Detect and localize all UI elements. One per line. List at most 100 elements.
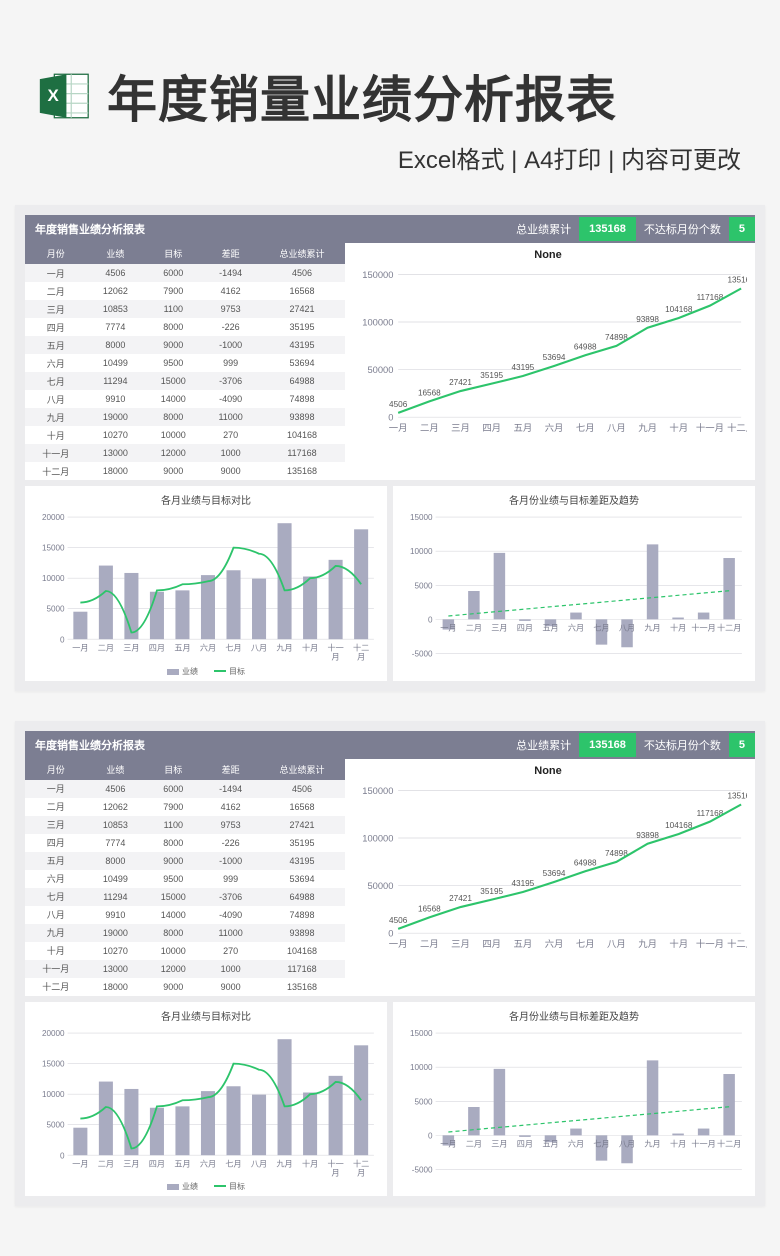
svg-text:八月: 八月 (619, 1139, 635, 1148)
report-title: 年度销售业绩分析报表 (25, 215, 155, 243)
svg-text:150000: 150000 (362, 270, 393, 280)
report-header: 年度销售业绩分析报表 总业绩累计 135168 不达标月份个数 5 (25, 731, 755, 759)
svg-text:六月: 六月 (200, 642, 216, 652)
svg-text:九月: 九月 (638, 938, 657, 949)
svg-text:15000: 15000 (410, 513, 433, 522)
svg-text:35195: 35195 (480, 371, 503, 380)
svg-text:35195: 35195 (480, 886, 503, 895)
svg-text:十月: 十月 (302, 1158, 318, 1168)
table-row: 一月45066000-14944506 (25, 780, 345, 798)
table-row: 三月108531100975327421 (25, 300, 345, 318)
svg-text:八月: 八月 (619, 624, 635, 633)
svg-text:十二: 十二 (353, 642, 369, 652)
table-row: 十月1027010000270104168 (25, 942, 345, 960)
svg-text:二月: 二月 (466, 1139, 482, 1148)
table-row: 六月10499950099953694 (25, 354, 345, 372)
svg-text:六月: 六月 (568, 623, 584, 633)
report-sheet: 年度销售业绩分析报表 总业绩累计 135168 不达标月份个数 5 月份业绩目标… (15, 721, 765, 1207)
hero-banner: X 年度销量业绩分析报表 Excel格式 | A4打印 | 内容可更改 (15, 20, 765, 175)
data-table: 月份业绩目标差距总业绩累计一月45066000-14944506二月120627… (25, 243, 345, 480)
svg-text:0: 0 (428, 1131, 433, 1140)
svg-text:10000: 10000 (410, 547, 433, 556)
svg-text:43195: 43195 (511, 879, 534, 888)
table-header: 差距 (202, 243, 259, 264)
svg-text:十二月: 十二月 (717, 1138, 741, 1148)
table-row: 十月1027010000270104168 (25, 426, 345, 444)
svg-text:5000: 5000 (46, 1120, 65, 1129)
svg-text:0: 0 (388, 413, 393, 423)
svg-text:16568: 16568 (418, 904, 441, 913)
svg-text:九月: 九月 (644, 1139, 660, 1148)
table-row: 四月77748000-22635195 (25, 834, 345, 852)
table-row: 四月77748000-22635195 (25, 318, 345, 336)
svg-text:20000: 20000 (42, 513, 65, 522)
svg-text:十一月: 十一月 (696, 938, 724, 949)
svg-text:16568: 16568 (418, 389, 441, 398)
svg-text:四月: 四月 (149, 643, 165, 652)
svg-text:一月: 一月 (72, 1159, 88, 1168)
svg-text:5000: 5000 (46, 605, 65, 614)
excel-icon: X (35, 67, 93, 125)
table-header: 业绩 (86, 759, 144, 780)
total-label: 总业绩累计 (508, 731, 579, 759)
svg-text:一月: 一月 (389, 939, 408, 949)
svg-text:10000: 10000 (42, 574, 65, 583)
svg-text:七月: 七月 (576, 939, 595, 949)
svg-text:四月: 四月 (482, 423, 501, 433)
svg-text:三月: 三月 (123, 1159, 139, 1168)
svg-text:0: 0 (388, 928, 393, 938)
svg-text:十月: 十月 (670, 1138, 686, 1148)
table-row: 五月80009000-100043195 (25, 336, 345, 354)
svg-text:20000: 20000 (42, 1029, 65, 1038)
total-value: 135168 (579, 217, 636, 241)
svg-text:七月: 七月 (225, 643, 241, 652)
svg-text:三月: 三月 (123, 643, 139, 652)
svg-text:十月: 十月 (302, 642, 318, 652)
svg-text:104168: 104168 (665, 305, 693, 314)
svg-text:七月: 七月 (225, 1159, 241, 1168)
svg-text:43195: 43195 (511, 363, 534, 372)
table-header: 总业绩累计 (259, 759, 345, 780)
svg-text:一月: 一月 (389, 423, 408, 433)
svg-text:四月: 四月 (517, 1139, 533, 1148)
svg-text:二月: 二月 (98, 1159, 114, 1168)
gap-chart: 各月份业绩与目标差距及趋势 -5000050001000015000一月二月三月… (393, 1002, 755, 1197)
svg-text:5000: 5000 (414, 581, 433, 590)
svg-text:八月: 八月 (607, 423, 626, 433)
svg-text:一月: 一月 (440, 1139, 456, 1148)
total-label: 总业绩累计 (508, 215, 579, 243)
svg-text:五月: 五月 (174, 643, 190, 652)
svg-text:八月: 八月 (607, 939, 626, 949)
svg-text:0: 0 (428, 615, 433, 624)
svg-text:0: 0 (60, 635, 65, 644)
svg-text:月: 月 (332, 1168, 340, 1177)
svg-text:三月: 三月 (451, 939, 470, 949)
miss-label: 不达标月份个数 (636, 215, 729, 243)
svg-text:四月: 四月 (482, 939, 501, 949)
svg-text:四月: 四月 (517, 624, 533, 633)
svg-text:九月: 九月 (644, 624, 660, 633)
svg-text:十一: 十一 (327, 1158, 343, 1168)
svg-text:一月: 一月 (440, 624, 456, 633)
svg-text:三月: 三月 (491, 1139, 507, 1148)
svg-text:0: 0 (60, 1151, 65, 1160)
svg-text:八月: 八月 (251, 643, 267, 652)
svg-text:53694: 53694 (543, 353, 566, 362)
table-row: 九月1900080001100093898 (25, 924, 345, 942)
compare-chart: 各月业绩与目标对比 05000100001500020000一月二月三月四月五月… (25, 1002, 387, 1197)
table-row: 三月108531100975327421 (25, 816, 345, 834)
svg-text:15000: 15000 (410, 1029, 433, 1038)
svg-text:十一月: 十一月 (691, 1138, 715, 1148)
table-header: 总业绩累计 (259, 243, 345, 264)
svg-text:十二: 十二 (353, 1158, 369, 1168)
svg-text:六月: 六月 (545, 422, 564, 433)
svg-text:三月: 三月 (451, 423, 470, 433)
miss-value: 5 (729, 217, 755, 241)
svg-text:93898: 93898 (636, 315, 659, 324)
svg-text:十二月: 十二月 (727, 938, 747, 949)
svg-text:-5000: -5000 (412, 1165, 433, 1174)
svg-text:53694: 53694 (543, 869, 566, 878)
svg-text:150000: 150000 (362, 786, 393, 796)
svg-text:135168: 135168 (727, 276, 747, 285)
svg-text:十二月: 十二月 (727, 422, 747, 433)
